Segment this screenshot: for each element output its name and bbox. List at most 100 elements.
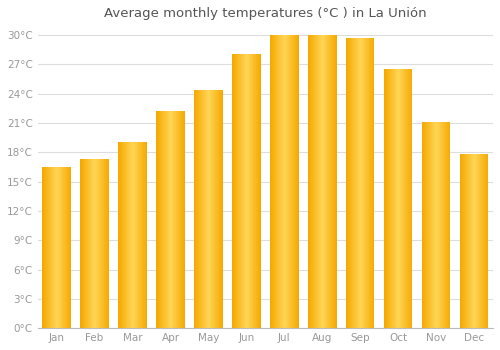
Bar bbox=[118, 141, 119, 328]
Bar bbox=[466, 154, 468, 328]
Bar bbox=[366, 38, 367, 328]
Bar bbox=[396, 69, 397, 328]
Bar bbox=[206, 90, 208, 328]
Bar bbox=[471, 154, 472, 328]
Bar bbox=[430, 122, 431, 328]
Bar bbox=[280, 35, 281, 328]
Bar bbox=[470, 154, 471, 328]
Bar bbox=[179, 111, 180, 328]
Bar bbox=[368, 38, 369, 328]
Bar bbox=[324, 35, 325, 328]
Bar bbox=[126, 141, 127, 328]
Bar bbox=[69, 167, 70, 328]
Bar bbox=[213, 90, 214, 328]
Bar bbox=[270, 35, 271, 328]
Bar bbox=[428, 122, 430, 328]
Bar bbox=[487, 154, 488, 328]
Bar bbox=[309, 35, 310, 328]
Bar bbox=[48, 167, 50, 328]
Bar bbox=[195, 90, 196, 328]
Bar bbox=[259, 54, 260, 328]
Bar bbox=[390, 69, 391, 328]
Bar bbox=[63, 167, 64, 328]
Bar bbox=[323, 35, 324, 328]
Bar bbox=[80, 159, 81, 328]
Bar bbox=[210, 90, 212, 328]
Bar bbox=[54, 167, 55, 328]
Bar bbox=[353, 38, 354, 328]
Bar bbox=[156, 111, 157, 328]
Bar bbox=[214, 90, 216, 328]
Bar bbox=[310, 35, 311, 328]
Bar bbox=[106, 159, 107, 328]
Bar bbox=[161, 111, 162, 328]
Bar bbox=[232, 54, 234, 328]
Bar bbox=[170, 111, 171, 328]
Bar bbox=[447, 122, 448, 328]
Bar bbox=[47, 167, 48, 328]
Bar bbox=[97, 159, 98, 328]
Bar bbox=[93, 159, 94, 328]
Bar bbox=[354, 38, 355, 328]
Bar bbox=[384, 69, 385, 328]
Bar bbox=[220, 90, 221, 328]
Bar bbox=[465, 154, 466, 328]
Bar bbox=[395, 69, 396, 328]
Bar bbox=[133, 141, 134, 328]
Bar bbox=[235, 54, 236, 328]
Bar bbox=[239, 54, 240, 328]
Bar bbox=[88, 159, 89, 328]
Bar bbox=[171, 111, 172, 328]
Bar bbox=[167, 111, 168, 328]
Bar bbox=[318, 35, 319, 328]
Bar bbox=[199, 90, 200, 328]
Bar bbox=[294, 35, 295, 328]
Bar bbox=[431, 122, 432, 328]
Bar bbox=[244, 54, 246, 328]
Bar bbox=[328, 35, 329, 328]
Bar bbox=[288, 35, 289, 328]
Bar bbox=[397, 69, 398, 328]
Bar bbox=[475, 154, 476, 328]
Bar bbox=[102, 159, 103, 328]
Bar bbox=[385, 69, 386, 328]
Bar bbox=[393, 69, 394, 328]
Bar bbox=[330, 35, 331, 328]
Bar bbox=[249, 54, 250, 328]
Bar bbox=[90, 159, 91, 328]
Bar bbox=[365, 38, 366, 328]
Bar bbox=[141, 141, 142, 328]
Bar bbox=[392, 69, 393, 328]
Bar bbox=[386, 69, 387, 328]
Bar bbox=[242, 54, 243, 328]
Bar bbox=[68, 167, 69, 328]
Bar bbox=[427, 122, 428, 328]
Bar bbox=[273, 35, 274, 328]
Bar bbox=[86, 159, 87, 328]
Bar bbox=[212, 90, 213, 328]
Bar bbox=[60, 167, 61, 328]
Bar bbox=[201, 90, 202, 328]
Bar bbox=[274, 35, 275, 328]
Bar bbox=[61, 167, 62, 328]
Bar bbox=[271, 35, 272, 328]
Bar bbox=[160, 111, 161, 328]
Bar bbox=[175, 111, 176, 328]
Bar bbox=[317, 35, 318, 328]
Bar bbox=[51, 167, 52, 328]
Bar bbox=[128, 141, 129, 328]
Bar bbox=[362, 38, 363, 328]
Bar bbox=[57, 167, 58, 328]
Bar bbox=[335, 35, 336, 328]
Bar bbox=[257, 54, 258, 328]
Bar bbox=[103, 159, 104, 328]
Bar bbox=[217, 90, 218, 328]
Bar bbox=[371, 38, 372, 328]
Bar bbox=[174, 111, 175, 328]
Bar bbox=[283, 35, 284, 328]
Bar bbox=[202, 90, 203, 328]
Bar bbox=[473, 154, 474, 328]
Bar bbox=[426, 122, 427, 328]
Bar bbox=[96, 159, 97, 328]
Bar bbox=[485, 154, 486, 328]
